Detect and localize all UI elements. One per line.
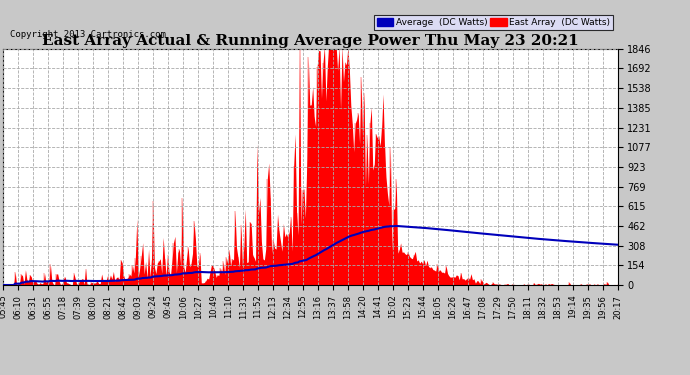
Title: East Array Actual & Running Average Power Thu May 23 20:21: East Array Actual & Running Average Powe… bbox=[42, 34, 579, 48]
Text: Copyright 2013 Cartronics.com: Copyright 2013 Cartronics.com bbox=[10, 30, 166, 39]
Legend: Average  (DC Watts), East Array  (DC Watts): Average (DC Watts), East Array (DC Watts… bbox=[375, 15, 613, 30]
